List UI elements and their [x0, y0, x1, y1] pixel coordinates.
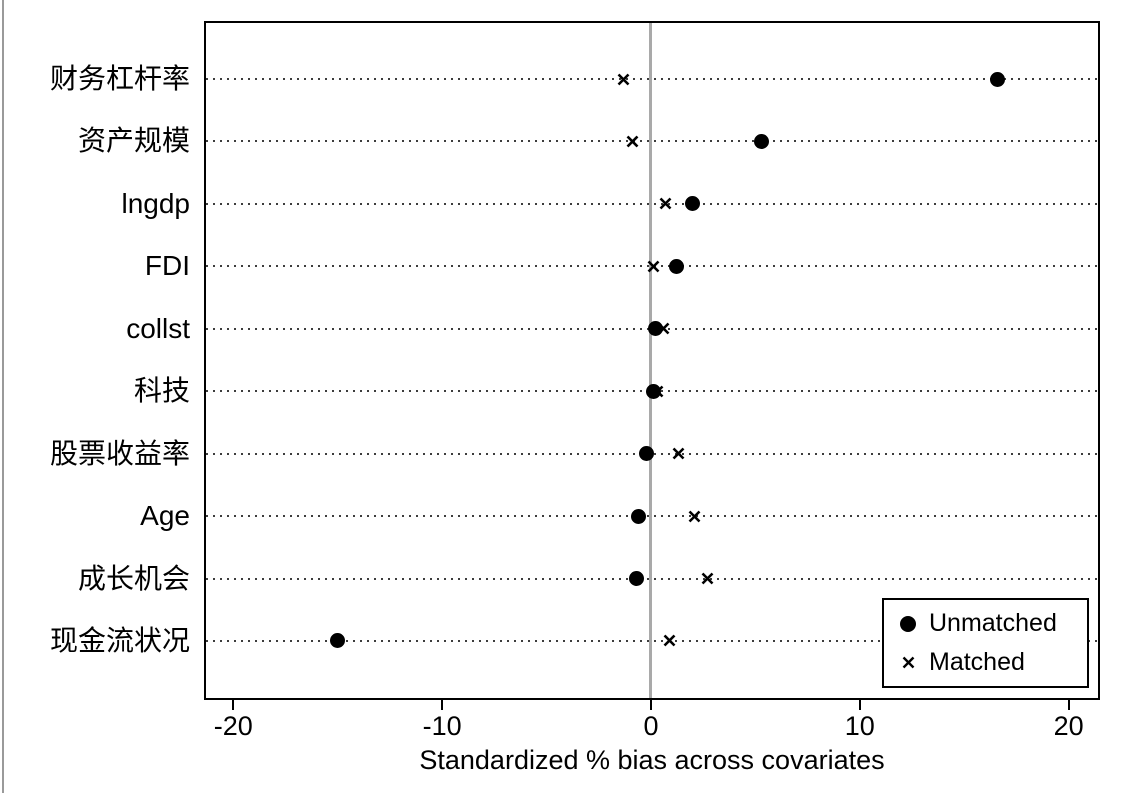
gridline: [206, 202, 1098, 205]
unmatched-circle-marker: [639, 446, 655, 462]
matched-x-marker: [617, 73, 630, 91]
y-category-label: collst: [126, 312, 190, 344]
image-left-border: [2, 0, 4, 793]
y-category-label: Age: [140, 500, 190, 532]
gridline: [206, 78, 1098, 80]
unmatched-circle-marker: [630, 508, 646, 524]
unmatched-circle-marker: [645, 383, 661, 399]
y-category-label: 成长机会: [77, 562, 190, 594]
matched-x-marker: [647, 260, 660, 278]
x-axis-title: Standardized % bias across covariates: [419, 745, 885, 775]
x-tick-mark: [441, 700, 444, 710]
matched-x-marker: [701, 572, 714, 590]
y-category-label: 资产规模: [77, 125, 190, 157]
unmatched-circle-marker: [668, 258, 684, 274]
gridline: [206, 639, 1098, 642]
legend-row-unmatched: Unmatched: [895, 604, 1087, 643]
matched-x-marker: [672, 447, 685, 465]
unmatched-circle-marker-icon: [895, 615, 921, 632]
legend: Unmatched Matched: [882, 598, 1089, 688]
unmatched-circle-marker: [990, 71, 1006, 87]
unmatched-circle-marker: [685, 196, 701, 212]
x-tick-mark: [649, 700, 652, 710]
x-tick-mark: [1067, 700, 1070, 710]
matched-x-marker: [626, 135, 639, 153]
unmatched-circle-marker: [647, 321, 663, 337]
unmatched-circle-marker: [628, 571, 644, 587]
plot-area: [204, 21, 1100, 700]
matched-x-marker: [659, 197, 672, 215]
gridline: [206, 515, 1098, 518]
legend-unmatched-label: Unmatched: [929, 609, 1057, 637]
y-category-label: 股票收益率: [49, 437, 190, 469]
x-tick-mark: [858, 700, 861, 710]
matched-x-marker-icon: [895, 656, 921, 669]
matched-x-marker: [663, 634, 676, 652]
gridline: [206, 140, 1098, 143]
y-category-label: 科技: [133, 375, 190, 407]
unmatched-circle-marker: [330, 633, 346, 649]
legend-row-matched: Matched: [895, 643, 1087, 682]
x-tick-label: 10: [844, 711, 875, 741]
x-tick-label: 20: [1053, 711, 1084, 741]
x-tick-mark: [232, 700, 235, 710]
matched-x-marker: [688, 510, 701, 528]
legend-matched-label: Matched: [929, 648, 1025, 676]
y-category-label: 现金流状况: [49, 624, 190, 656]
zero-reference-line: [649, 23, 653, 698]
y-category-label: FDI: [144, 250, 190, 282]
x-tick-label: 0: [643, 711, 659, 741]
x-tick-label: -10: [422, 711, 462, 741]
unmatched-circle-marker: [754, 133, 770, 149]
x-tick-label: -20: [213, 711, 253, 741]
y-category-label: lngdp: [121, 187, 190, 219]
gridline: [206, 577, 1098, 580]
y-category-label: 财务杠杆率: [49, 63, 190, 94]
